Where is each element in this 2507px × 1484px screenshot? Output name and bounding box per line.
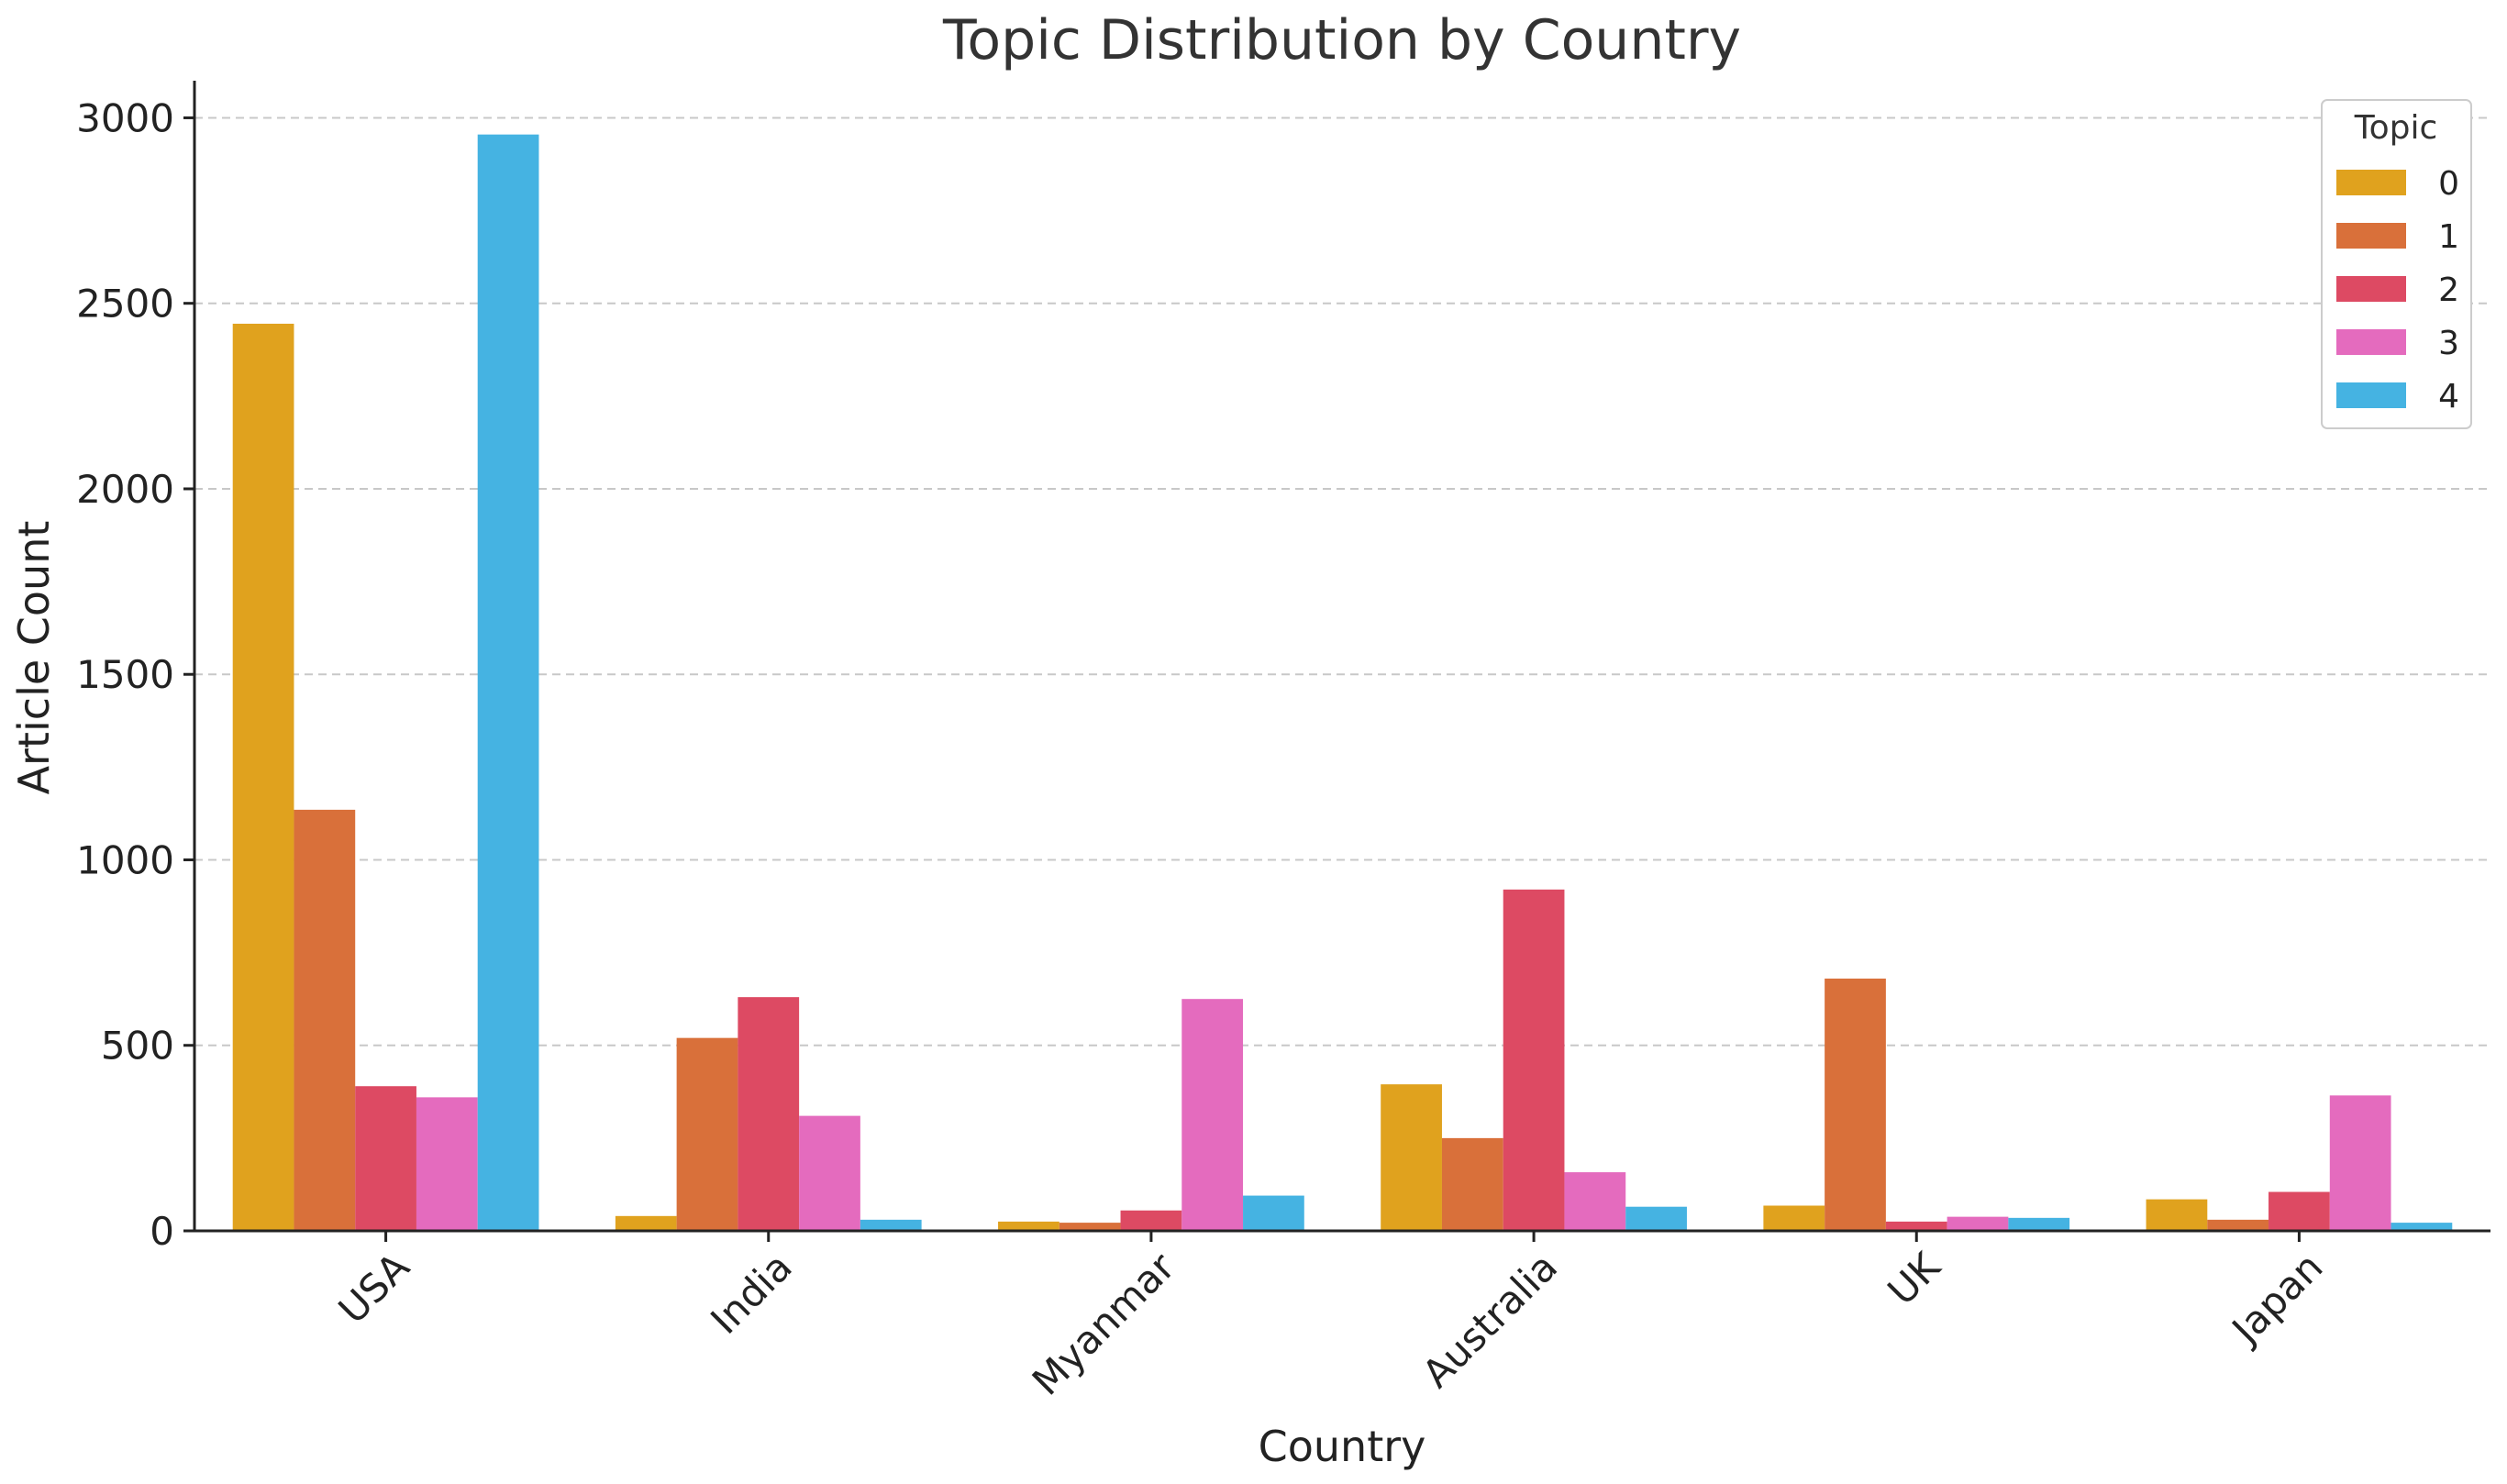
y-tick-label: 2000 [76,467,174,512]
legend-label: 1 [2438,218,2459,256]
legend-swatch [2336,329,2406,355]
bars [232,134,2453,1232]
legend-label: 3 [2438,325,2459,362]
bar-usa-topic-4 [477,134,539,1232]
bar-japan-topic-4 [2391,1223,2453,1231]
legend-swatch [2336,382,2406,408]
bar-myanmar-topic-4 [1243,1195,1304,1231]
y-axis-label: Article Count [9,521,59,795]
bar-australia-topic-1 [1441,1137,1503,1231]
legend-swatch [2336,170,2406,195]
x-tick-label: UK [1879,1243,1949,1313]
bar-japan-topic-1 [2207,1219,2269,1231]
bar-india-topic-3 [799,1115,860,1231]
bar-usa-topic-2 [355,1086,416,1231]
x-axis-ticks: USA India Myanmar Australia UK Japan [330,1231,2332,1404]
x-tick-label: Myanmar [1024,1244,1184,1404]
bar-uk-topic-0 [1763,1205,1825,1231]
axes [193,81,2490,1233]
bar-uk-topic-1 [1825,978,1886,1231]
y-tick-label: 2500 [76,282,174,327]
bar-australia-topic-3 [1564,1172,1626,1231]
legend-label: 0 [2438,165,2459,203]
y-tick-label: 0 [150,1209,174,1254]
bar-usa-topic-3 [416,1097,478,1231]
bar-india-topic-2 [738,997,800,1231]
bar-india-topic-1 [676,1037,738,1231]
legend-title: Topic [2354,109,2438,147]
legend-label: 2 [2438,271,2459,309]
x-tick-label: Japan [2222,1244,2332,1354]
bar-uk-topic-2 [1885,1221,1947,1231]
chart-title: Topic Distribution by Country [942,8,1741,72]
bar-india-topic-4 [860,1219,922,1231]
y-axis-ticks: 0 500 1000 1500 2000 2500 3000 [76,95,194,1254]
x-tick-label: India [702,1244,801,1343]
bar-usa-topic-1 [294,809,356,1231]
y-tick-label: 1500 [76,652,174,697]
bar-myanmar-topic-1 [1059,1223,1121,1231]
legend-swatch [2336,223,2406,249]
legend-label: 4 [2438,378,2459,415]
bar-australia-topic-0 [1381,1084,1442,1231]
grid-lines [194,116,2490,1047]
bar-japan-topic-2 [2269,1191,2330,1231]
bar-japan-topic-3 [2329,1095,2391,1231]
x-tick-label: Australia [1414,1244,1566,1396]
y-tick-label: 1000 [76,837,174,882]
y-tick-label: 3000 [76,95,174,140]
bar-uk-topic-4 [2008,1217,2070,1231]
bar-india-topic-0 [615,1215,677,1231]
bar-myanmar-topic-2 [1120,1210,1182,1231]
bar-australia-topic-4 [1625,1206,1687,1231]
x-tick-label: USA [330,1244,418,1332]
bar-myanmar-topic-0 [998,1221,1059,1231]
bar-myanmar-topic-3 [1181,999,1244,1231]
legend: Topic 0 1 2 3 4 [2321,99,2472,429]
y-tick-label: 500 [101,1024,174,1069]
x-axis-label: Country [1259,1422,1426,1471]
legend-swatch [2336,276,2406,302]
bar-usa-topic-0 [232,323,294,1231]
bar-uk-topic-3 [1947,1216,2009,1231]
bar-australia-topic-2 [1503,889,1565,1231]
bar-japan-topic-0 [2146,1199,2208,1231]
